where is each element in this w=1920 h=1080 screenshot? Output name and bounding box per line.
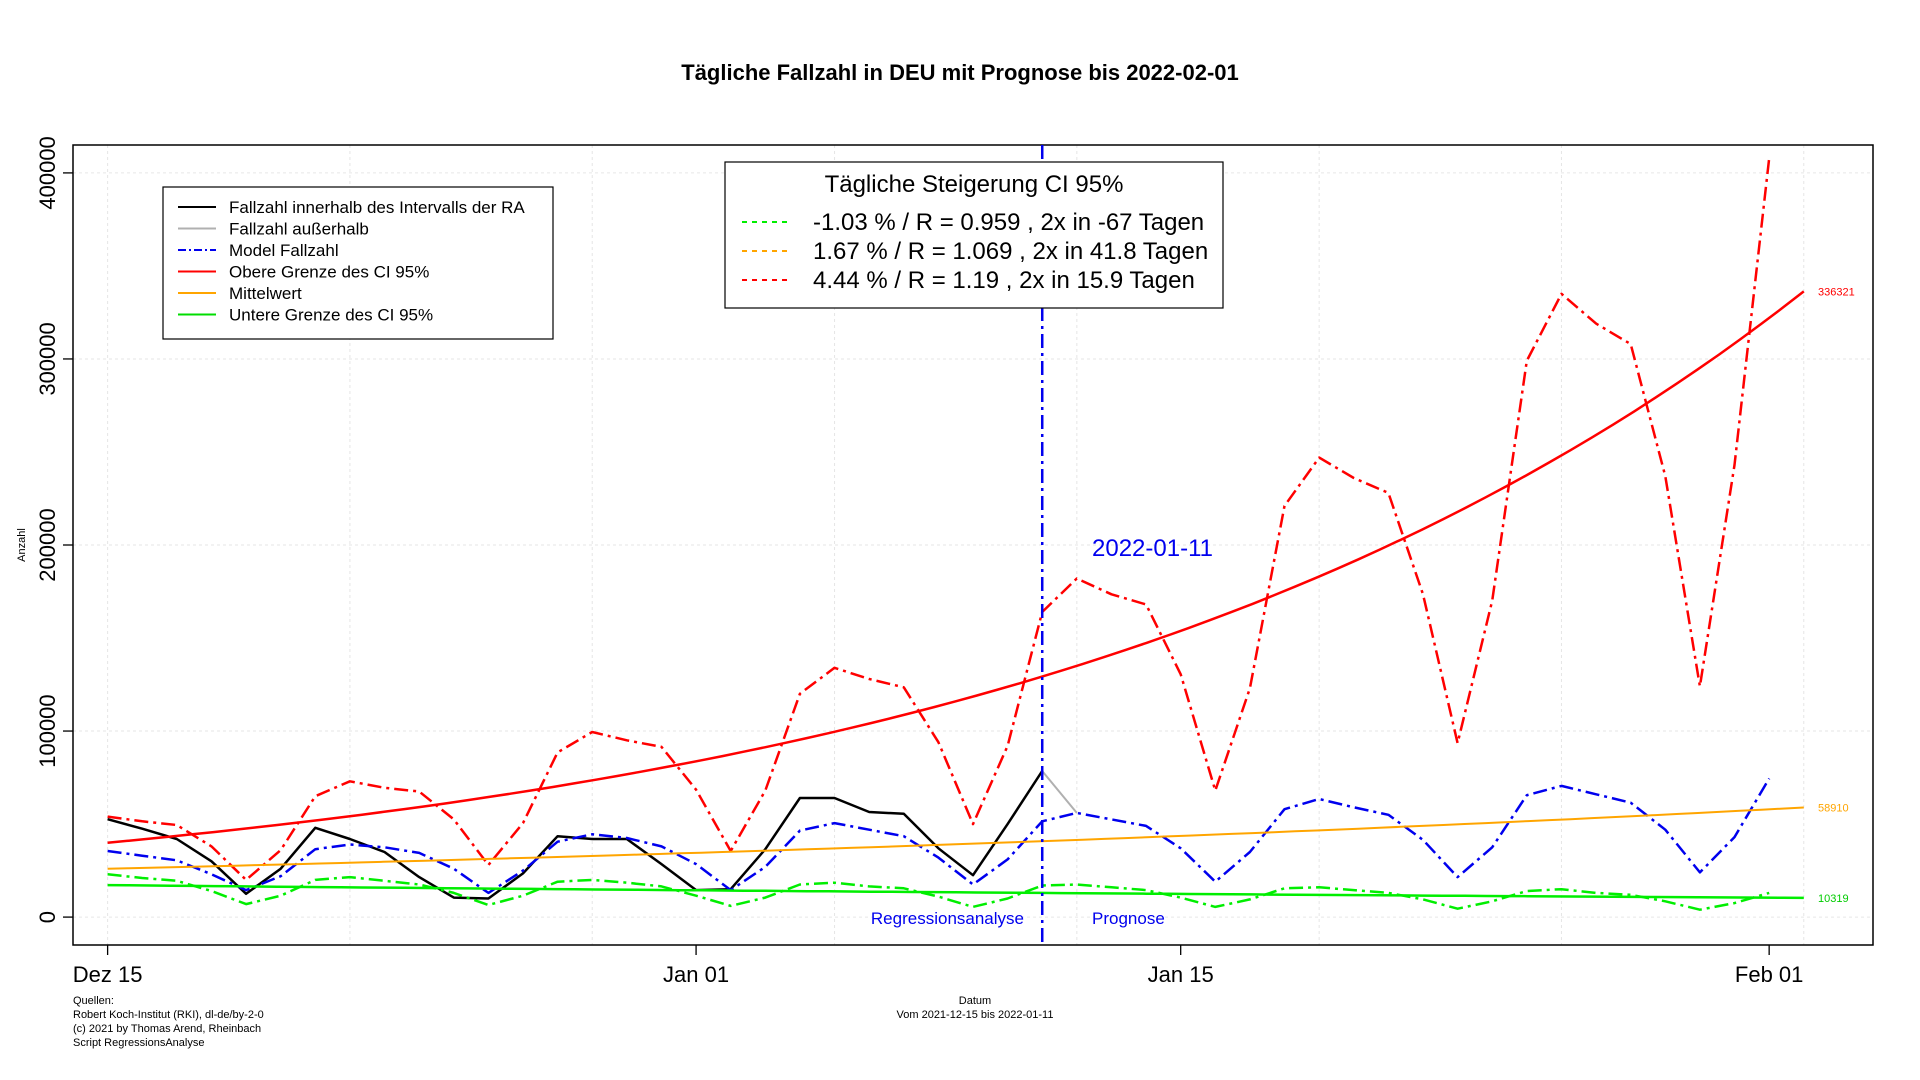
- y-axis-label: Anzahl: [16, 528, 28, 562]
- ci-box-frame: [724, 161, 1224, 309]
- x-axis-label: Datum: [959, 995, 991, 1007]
- x-tick-label-0: Dez 15: [73, 962, 143, 987]
- ci-label-2: 4.44 % / R = 1.19 , 2x in 15.9 Tagen: [813, 267, 1195, 294]
- ci-label-0: -1.03 % / R = 0.959 , 2x in -67 Tagen: [813, 209, 1204, 236]
- y-tick-label-0: 0: [35, 911, 60, 923]
- legend-label-0: Fallzahl innerhalb des Intervalls der RA: [229, 198, 525, 217]
- x-tick-label-2: Jan 15: [1148, 962, 1214, 987]
- sources-title: Quellen:: [73, 995, 114, 1007]
- y-tick-label-1: 100000: [35, 694, 60, 767]
- legend-label-1: Fallzahl außerhalb: [229, 220, 369, 239]
- end-labels: 336321 58910 10319: [1818, 286, 1855, 905]
- ci-box: Tägliche Steigerung CI 95% -1.03 % / R =…: [724, 161, 1224, 309]
- series-layer: [107, 157, 1805, 911]
- x-tick-label-1: Jan 01: [663, 962, 729, 987]
- source-line-2: (c) 2021 by Thomas Arend, Rheinbach: [73, 1023, 261, 1035]
- legend-label-4: Mittelwert: [229, 284, 302, 303]
- regression-region-label: Regressionsanalyse: [871, 909, 1024, 928]
- x-axis-sublabel: Vom 2021-12-15 bis 2022-01-11: [897, 1009, 1054, 1021]
- legend-label-3: Obere Grenze des CI 95%: [229, 263, 429, 282]
- y-tick-label-4: 400000: [35, 136, 60, 209]
- series-line-6: [107, 883, 1804, 900]
- end-value-label-0: 336321: [1818, 286, 1855, 298]
- chart-title: Tägliche Fallzahl in DEU mit Prognose bi…: [681, 60, 1239, 85]
- legend-label-5: Untere Grenze des CI 95%: [229, 306, 433, 325]
- series-line-5: [107, 806, 1804, 870]
- axes: 0 100000 200000 300000 400000 Dez 15 Jan 01 Jan…: [35, 136, 1803, 987]
- forecast-start-date-label: 2022-01-11: [1092, 535, 1213, 562]
- series-line-3: [107, 290, 1805, 844]
- x-tick-label-3: Feb 01: [1735, 962, 1804, 987]
- end-value-label-2: 10319: [1818, 893, 1849, 905]
- legend-box: [162, 186, 554, 340]
- ci-box-title: Tägliche Steigerung CI 95%: [825, 171, 1124, 198]
- end-value-label-1: 58910: [1818, 802, 1849, 814]
- ci-label-1: 1.67 % / R = 1.069 , 2x in 41.8 Tagen: [813, 238, 1208, 265]
- source-line-3: Script RegressionsAnalyse: [73, 1037, 204, 1049]
- legend: Fallzahl innerhalb des Intervalls der RA…: [162, 186, 554, 340]
- legend-label-2: Model Fallzahl: [229, 241, 339, 260]
- forecast-region-label: Prognose: [1092, 909, 1165, 928]
- series-line-2: [107, 777, 1771, 895]
- y-tick-label-2: 200000: [35, 508, 60, 581]
- series-line-4: [107, 157, 1771, 882]
- series-line-0: [107, 770, 1044, 900]
- source-line-1: Robert Koch-Institut (RKI), dl-de/by-2-0: [73, 1009, 264, 1021]
- series-line-1: [1041, 770, 1078, 814]
- y-tick-label-3: 300000: [35, 322, 60, 395]
